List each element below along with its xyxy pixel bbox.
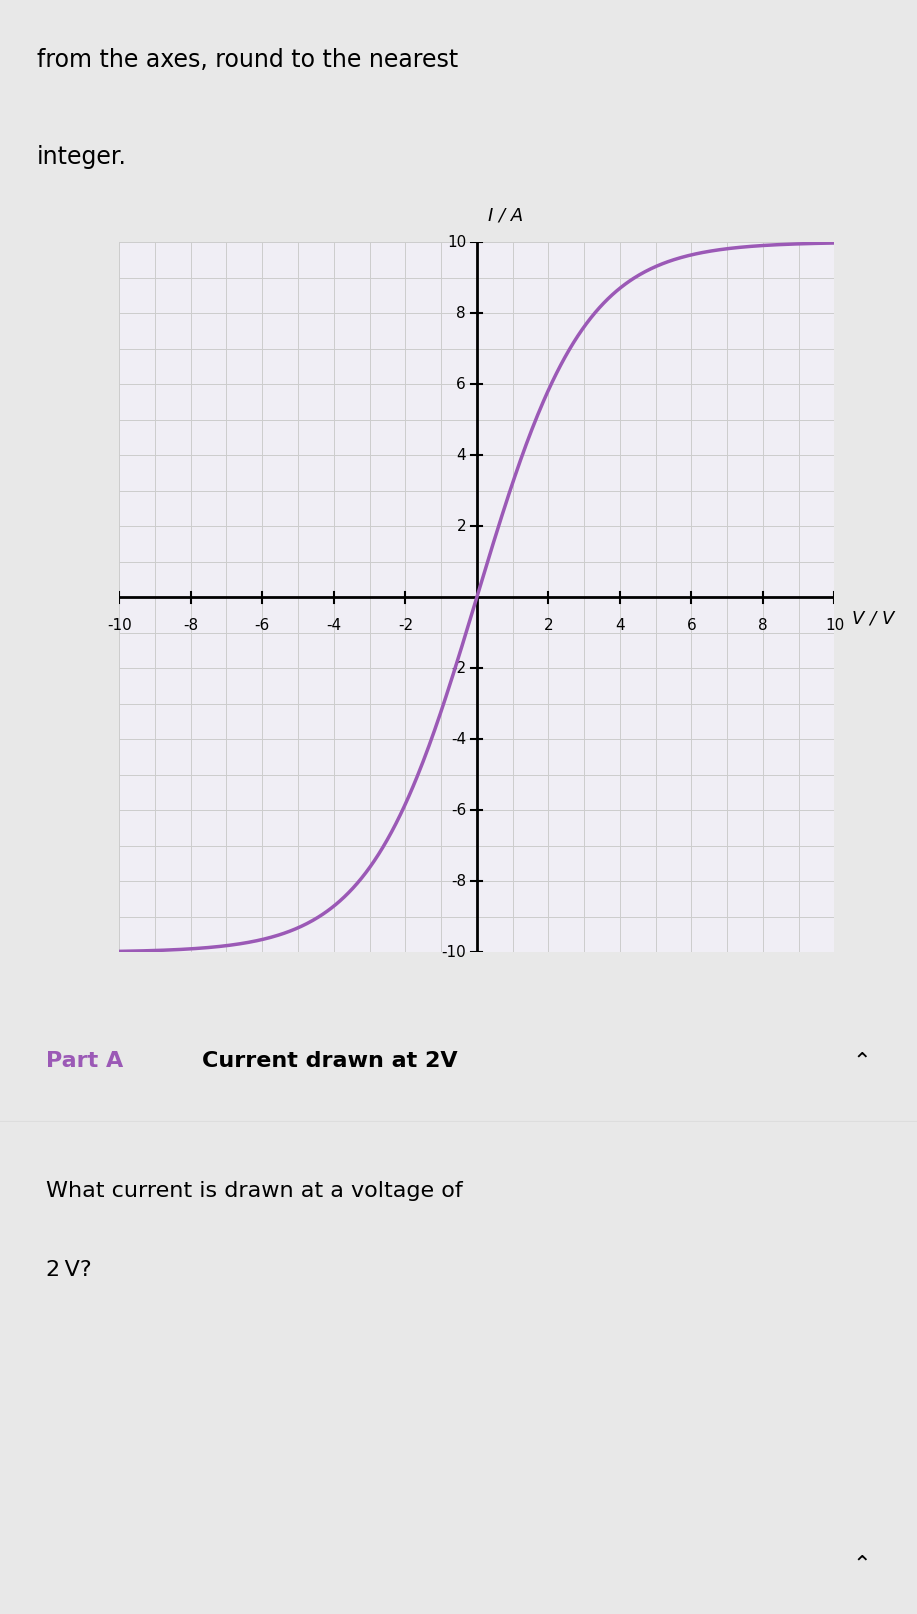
Text: Current drawn at 2V: Current drawn at 2V — [202, 1051, 458, 1072]
Text: -10: -10 — [441, 944, 466, 960]
Text: -6: -6 — [451, 802, 466, 818]
Text: 2: 2 — [457, 518, 466, 534]
Text: -6: -6 — [255, 618, 270, 633]
Text: What current is drawn at a voltage of: What current is drawn at a voltage of — [46, 1181, 462, 1201]
Text: from the axes, round to the nearest: from the axes, round to the nearest — [37, 48, 458, 73]
Text: -8: -8 — [183, 618, 198, 633]
Text: 10: 10 — [825, 618, 844, 633]
Text: V / V: V / V — [853, 610, 895, 628]
Text: 8: 8 — [758, 618, 768, 633]
Text: ⌃: ⌃ — [853, 1051, 871, 1072]
Text: 8: 8 — [457, 305, 466, 321]
Text: ⌃: ⌃ — [853, 1554, 871, 1575]
Text: 6: 6 — [687, 618, 696, 633]
Text: -4: -4 — [326, 618, 341, 633]
Text: 2: 2 — [544, 618, 553, 633]
Text: -2: -2 — [451, 660, 466, 676]
Text: -10: -10 — [107, 618, 131, 633]
Text: 4: 4 — [615, 618, 624, 633]
Text: 4: 4 — [457, 447, 466, 463]
Text: Part A: Part A — [46, 1051, 123, 1072]
Text: 2 V?: 2 V? — [46, 1259, 92, 1280]
Text: integer.: integer. — [37, 145, 127, 169]
Text: -8: -8 — [451, 873, 466, 889]
Text: 10: 10 — [447, 234, 466, 250]
Text: I / A: I / A — [488, 207, 523, 224]
Text: 6: 6 — [457, 376, 466, 392]
Text: -2: -2 — [398, 618, 413, 633]
Text: -4: -4 — [451, 731, 466, 747]
